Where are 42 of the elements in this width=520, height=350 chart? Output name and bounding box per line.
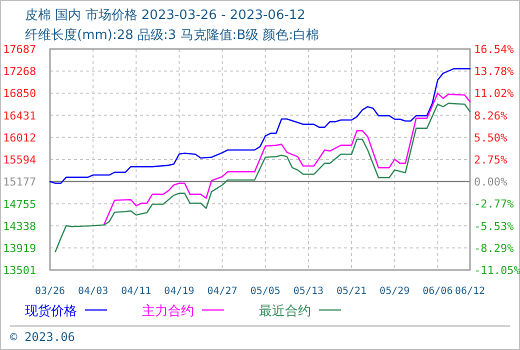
line-series — [54, 102, 471, 252]
y2-tick-label: 0.00% — [474, 175, 508, 188]
y2-tick-label: 5.50% — [474, 131, 508, 144]
x-tick-label: 05/29 — [380, 286, 410, 297]
legend-label: 主力合约 — [142, 303, 194, 319]
x-tick-label: 04/03 — [78, 286, 108, 297]
legend-label: 最近合约 — [259, 304, 311, 319]
y-tick-label: 14338 — [3, 220, 36, 233]
chart-subtitle: 纤维长度(mm):28 品级:3 马克隆值:B级 颜色:白棉 — [25, 27, 320, 43]
text: © 2023.06 — [10, 330, 76, 344]
x-tick-label: 03/26 — [34, 286, 66, 297]
y2-tick-label: 11.02% — [474, 87, 514, 100]
x-tick-label: 05/13 — [293, 286, 324, 297]
y2-tick-label: -11.05% — [474, 264, 520, 277]
x-tick-label: 04/19 — [164, 286, 194, 297]
y-tick-label: 13919 — [3, 242, 36, 255]
x-tick-label: 04/27 — [207, 286, 238, 297]
line-series — [49, 68, 471, 184]
chart-title: 皮棉 国内 市场价格 2023-03-26 - 2023-06-12 — [25, 8, 306, 23]
y2-tick-label: 8.26% — [474, 109, 508, 122]
y-tick-label: 16850 — [3, 87, 36, 100]
y-tick-label: 17687 — [3, 43, 36, 56]
y-tick-label: 15177 — [3, 176, 36, 189]
y2-tick-label: -5.53% — [474, 220, 514, 233]
x-tick-label: 06/06 — [422, 286, 453, 297]
y-tick-label: 16012 — [3, 131, 36, 144]
y2-tick-label: -8.29% — [474, 242, 514, 255]
y-tick-label: 17268 — [3, 65, 36, 78]
y2-tick-label: 2.75% — [474, 153, 508, 166]
line-series — [103, 92, 471, 226]
x-tick-label: 06/12 — [454, 286, 486, 297]
y2-tick-label: -2.77% — [474, 198, 514, 211]
x-tick-label: 05/05 — [250, 286, 280, 297]
x-tick-label: 04/11 — [121, 286, 152, 297]
y-tick-label: 15594 — [3, 154, 36, 166]
y2-tick-label: 13.78% — [474, 65, 514, 78]
y-tick-label: 16431 — [3, 109, 36, 122]
y-tick-label: 13501 — [3, 264, 36, 277]
legend-label: 现货价格 — [25, 304, 77, 319]
x-tick-label: 05/21 — [336, 286, 367, 297]
y2-tick-label: 16.54% — [474, 43, 514, 56]
y-tick-label: 14755 — [3, 198, 36, 211]
